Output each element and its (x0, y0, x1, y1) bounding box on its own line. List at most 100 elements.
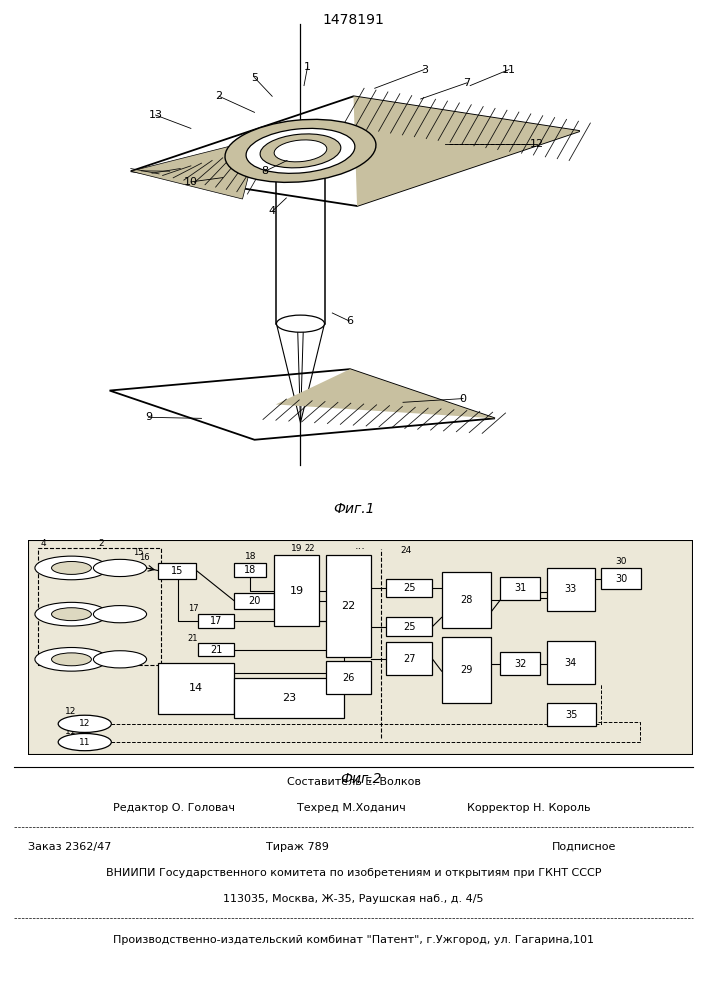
FancyBboxPatch shape (234, 678, 344, 718)
FancyBboxPatch shape (442, 572, 491, 628)
Text: 9: 9 (145, 412, 152, 422)
FancyBboxPatch shape (158, 663, 234, 714)
FancyBboxPatch shape (500, 577, 540, 600)
Text: 20: 20 (248, 596, 260, 606)
Circle shape (58, 734, 112, 751)
Text: 14: 14 (189, 683, 203, 693)
Text: 12: 12 (65, 707, 76, 716)
FancyBboxPatch shape (547, 641, 595, 684)
FancyBboxPatch shape (386, 579, 433, 597)
Text: 15: 15 (133, 548, 144, 557)
Text: 10: 10 (184, 177, 198, 187)
FancyBboxPatch shape (442, 637, 491, 703)
Circle shape (35, 648, 108, 671)
Text: 12: 12 (530, 139, 544, 149)
Text: 22: 22 (304, 544, 315, 553)
Ellipse shape (274, 140, 327, 162)
FancyBboxPatch shape (198, 643, 234, 656)
Text: Фиг.1: Фиг.1 (333, 502, 374, 516)
Text: 33: 33 (564, 584, 577, 594)
FancyBboxPatch shape (234, 563, 267, 577)
FancyBboxPatch shape (326, 555, 371, 657)
Circle shape (52, 562, 91, 574)
FancyBboxPatch shape (547, 703, 597, 726)
Circle shape (93, 651, 146, 668)
Text: 26: 26 (342, 673, 355, 683)
FancyBboxPatch shape (274, 555, 320, 626)
Text: Корректор Н. Король: Корректор Н. Король (467, 803, 590, 813)
Text: 11: 11 (65, 726, 76, 736)
Text: 21: 21 (210, 645, 222, 655)
Text: 23: 23 (282, 693, 296, 703)
Text: Редактор О. Головач: Редактор О. Головач (113, 803, 235, 813)
FancyBboxPatch shape (326, 661, 371, 694)
Polygon shape (276, 369, 495, 418)
Text: 18: 18 (245, 552, 256, 561)
Text: 8: 8 (262, 166, 269, 176)
FancyBboxPatch shape (28, 540, 693, 755)
Text: 19: 19 (291, 544, 303, 553)
Text: 4: 4 (40, 539, 46, 548)
Text: 12: 12 (79, 719, 90, 728)
Text: 7: 7 (463, 78, 470, 88)
Text: 5: 5 (251, 73, 258, 83)
Text: 32: 32 (514, 659, 526, 669)
Text: 22: 22 (341, 601, 356, 611)
Polygon shape (110, 369, 495, 440)
Text: 25: 25 (403, 622, 415, 632)
FancyBboxPatch shape (198, 614, 234, 628)
Text: 3: 3 (421, 65, 428, 75)
Polygon shape (354, 96, 580, 206)
Text: 0: 0 (460, 394, 467, 404)
Text: 30: 30 (615, 574, 627, 584)
Text: 21: 21 (188, 634, 198, 643)
Text: 2: 2 (98, 539, 104, 548)
FancyBboxPatch shape (158, 563, 197, 579)
Text: 30: 30 (615, 557, 627, 566)
Circle shape (52, 653, 91, 666)
Text: 4: 4 (269, 206, 276, 216)
Text: Составитель Е. Волков: Составитель Е. Волков (286, 777, 421, 787)
Circle shape (58, 715, 112, 732)
Ellipse shape (260, 134, 341, 168)
Text: 18: 18 (244, 565, 257, 575)
Text: 11: 11 (502, 65, 516, 75)
Text: 31: 31 (514, 583, 526, 593)
Ellipse shape (276, 315, 325, 332)
Text: Подписное: Подписное (551, 842, 616, 852)
Text: 29: 29 (460, 665, 473, 675)
Text: Фиг.2: Фиг.2 (340, 772, 381, 786)
Circle shape (52, 608, 91, 621)
Text: 17: 17 (210, 616, 222, 626)
FancyBboxPatch shape (386, 617, 433, 636)
Text: 1: 1 (40, 561, 45, 570)
FancyBboxPatch shape (500, 652, 540, 675)
Ellipse shape (246, 128, 355, 173)
Text: 2: 2 (216, 91, 223, 101)
Circle shape (35, 556, 108, 580)
Text: Заказ 2362/47: Заказ 2362/47 (28, 842, 112, 852)
Text: 35: 35 (566, 710, 578, 720)
FancyBboxPatch shape (386, 642, 433, 675)
Text: 28: 28 (460, 595, 473, 605)
Text: ...: ... (355, 541, 366, 551)
Text: Производственно-издательский комбинат "Патент", г.Ужгород, ул. Гагарина,101: Производственно-издательский комбинат "П… (113, 935, 594, 945)
Text: 17: 17 (188, 604, 199, 613)
Polygon shape (131, 139, 258, 199)
Text: 19: 19 (290, 586, 304, 596)
Circle shape (93, 606, 146, 623)
Text: 1: 1 (304, 62, 311, 72)
Ellipse shape (225, 119, 376, 182)
Circle shape (35, 602, 108, 626)
Text: 15: 15 (171, 566, 183, 576)
Text: 25: 25 (403, 583, 415, 593)
Text: 1478191: 1478191 (322, 13, 385, 27)
Text: Техред М.Ходанич: Техред М.Ходанич (297, 803, 406, 813)
FancyBboxPatch shape (234, 593, 274, 609)
Text: 34: 34 (564, 658, 577, 668)
FancyBboxPatch shape (601, 568, 641, 589)
Text: 11: 11 (79, 738, 90, 747)
Text: 6: 6 (346, 316, 353, 326)
Text: 24: 24 (400, 546, 411, 555)
Text: 16: 16 (139, 553, 150, 562)
